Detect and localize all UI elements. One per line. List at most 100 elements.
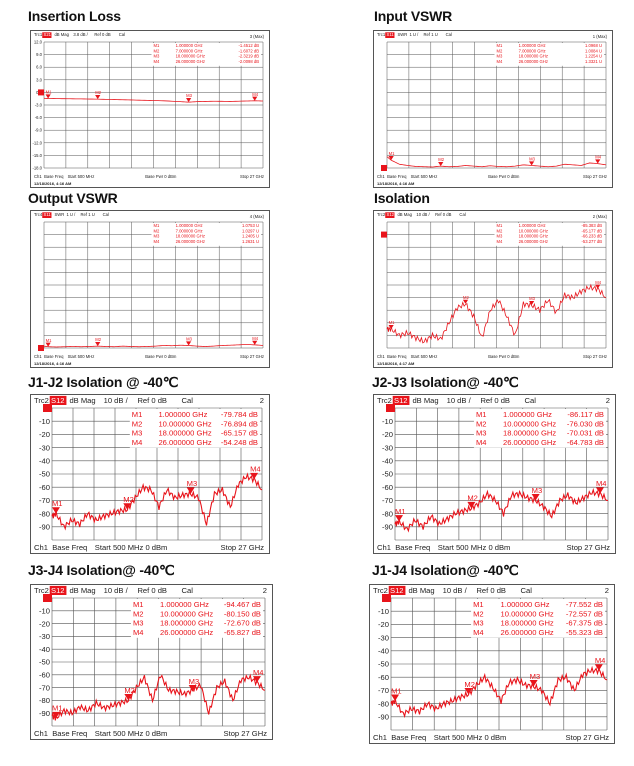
- marker-table-bg: [473, 409, 606, 448]
- y-tick-label: -70: [39, 496, 50, 505]
- window-label: 4 (Max): [250, 214, 265, 219]
- y-tick-label: -60: [378, 673, 389, 682]
- footer-channel: Ch1: [34, 354, 42, 359]
- chart-insertion-loss: Trc1 S21 dB Mag 3.8 dB / Ref 0 dB Cal 3 (Max) 1…: [30, 30, 270, 188]
- section-title-j3-j4: J3-J4 Isolation@ -40℃: [28, 562, 175, 578]
- marker-table-name: M1: [476, 410, 487, 419]
- marker-triangle: [186, 487, 195, 494]
- footer-channel: Ch1: [373, 733, 387, 742]
- marker-triangle: [464, 687, 473, 695]
- window-label: 2: [260, 396, 264, 405]
- marker-table-bg: [494, 223, 604, 246]
- ref-level-marker: [43, 594, 52, 602]
- trace-line-s12: [51, 472, 263, 531]
- chart-svg: Trc1 S11 SWR 1 U / Ref 1 U Cal 1 (Max) M1 1.0000…: [373, 30, 613, 188]
- y-tick-label: -20: [39, 619, 50, 628]
- marker-triangle: [95, 95, 101, 100]
- param-label: S11: [387, 32, 395, 37]
- y-tick-label: -60: [39, 483, 50, 492]
- marker-label: M1: [395, 507, 406, 516]
- marker-table-freq: 18.000000 GHz: [176, 234, 205, 239]
- marker-triangle: [388, 324, 394, 330]
- footer-start: Start 500 MHz 0 dBm: [434, 733, 507, 742]
- chart-svg: Trc4 S11 SWR 1 U / Ref 1 U Cal 4 (Max) M1 1.0000…: [30, 210, 270, 368]
- marker-triangle: [51, 507, 60, 514]
- ref-label: Ref 0 dB: [137, 396, 167, 405]
- chart-svg: Trc2 S12 dB Mag 10 dB / Ref 0 dB Cal 2 -10 -20 -3…: [30, 394, 270, 554]
- marker-label: M2: [95, 337, 101, 342]
- marker-triangle: [45, 94, 51, 99]
- marker-table-freq: 18.000000 GHz: [503, 429, 556, 438]
- param-label: S11: [44, 212, 52, 217]
- chart-svg: Trc2 S12 dB Mag 10 dB / Ref 0 dB Cal 2 -10 -20 -3…: [30, 584, 273, 740]
- y-tick-label: -90: [39, 522, 50, 531]
- marker-table-name: M1: [132, 410, 143, 419]
- ref-label: Ref 0 dB: [476, 586, 506, 595]
- trace-label: Trc2: [34, 396, 49, 405]
- marker-label: M3: [530, 672, 541, 681]
- y-tick-label: -10: [378, 607, 389, 616]
- chart-input-vswr: Trc1 S11 SWR 1 U / Ref 1 U Cal 1 (Max) M1 1.0000…: [373, 30, 613, 188]
- ref-label: Ref 0 dB: [480, 396, 510, 405]
- marker-table-freq: 26.000000 GHz: [176, 59, 205, 64]
- marker-table-name: M2: [497, 228, 503, 233]
- marker-table-bg: [494, 43, 604, 66]
- marker-table-name: M4: [473, 628, 484, 637]
- y-tick-label: -60: [39, 670, 50, 679]
- marker-table-name: M2: [154, 48, 160, 53]
- chart-j1-j4-isolation: Trc2 S12 dB Mag 10 dB / Ref 0 dB Cal 2 -10 -20 -3…: [369, 584, 615, 744]
- marker-table-freq: 1.000000 GHz: [158, 410, 207, 419]
- marker-table-name: M3: [476, 429, 487, 438]
- footer-mode: Base Freq: [391, 733, 426, 742]
- marker-table-value: -76.030 dB: [567, 419, 604, 428]
- marker-table-freq: 7.000000 GHz: [176, 48, 203, 53]
- format-label: SWR: [54, 212, 64, 217]
- marker-table-name: M2: [476, 419, 487, 428]
- marker-label: M2: [438, 157, 444, 162]
- ref-label: Ref 0 dB: [435, 212, 452, 217]
- chart-svg: Trc2 S12 dB Mag 10 dB / Ref 0 dB Cal 2 -10 -20 -3…: [369, 584, 615, 744]
- footer-mode: Base Freq: [52, 543, 87, 552]
- marker-triangle: [186, 97, 192, 103]
- ref-level-marker: [38, 89, 44, 96]
- y-tick-label: 12.0: [34, 39, 43, 44]
- marker-triangle: [252, 96, 258, 101]
- marker-table-bg: [151, 223, 261, 246]
- param-badge: [388, 585, 406, 595]
- marker-table-freq: 18.000000 GHz: [160, 619, 213, 628]
- y-tick-label: -30: [382, 443, 393, 452]
- marker-table-name: M1: [497, 43, 503, 48]
- format-label: dB Mag: [408, 586, 434, 595]
- y-tick-label: -20: [378, 620, 389, 629]
- footer-start: Start 500 MHz 0 dBm: [95, 543, 168, 552]
- chart-j1-j2-isolation: Trc2 S12 dB Mag 10 dB / Ref 0 dB Cal 2 -10 -20 -3…: [30, 394, 270, 554]
- ref-label: Ref 1 U: [424, 32, 438, 37]
- marker-table-value: -65.177 dB: [582, 228, 603, 233]
- marker-table-value: -79.784 dB: [221, 410, 258, 419]
- y-tick-label: -3.0: [35, 102, 43, 107]
- marker-table-name: M3: [497, 234, 503, 239]
- window-label: 2: [263, 586, 267, 595]
- footer-mode: Base Freq: [44, 174, 64, 179]
- marker-table-value: 1.2405 U: [242, 234, 259, 239]
- footer-channel: Ch1: [34, 543, 48, 552]
- y-tick-label: -30: [378, 633, 389, 642]
- marker-label: M1: [46, 338, 52, 343]
- scale-label: 3.8 dB /: [73, 32, 88, 37]
- marker-table-value: -1.4512 dB: [239, 43, 260, 48]
- cal-label: Cal: [182, 396, 194, 405]
- marker-table-name: M3: [154, 54, 160, 59]
- timestamp: 12/18/2016, 4:16 AM: [34, 361, 72, 366]
- footer-power: Base Pwr 0 dBm: [145, 354, 177, 359]
- footer-stop: Stop 27 GHz: [566, 733, 610, 742]
- format-label: SWR: [397, 32, 407, 37]
- y-tick-label: -30: [39, 443, 50, 452]
- marker-table-freq: 18.000000 GHz: [176, 54, 205, 59]
- footer-start: Start 500 MHz: [411, 174, 438, 179]
- footer-stop: Stop 27 GHz: [583, 174, 607, 179]
- param-label: S12: [51, 586, 65, 595]
- marker-triangle: [462, 299, 469, 304]
- ref-level-marker: [382, 594, 391, 602]
- marker-table-bg: [151, 43, 261, 66]
- marker-triangle: [52, 711, 61, 719]
